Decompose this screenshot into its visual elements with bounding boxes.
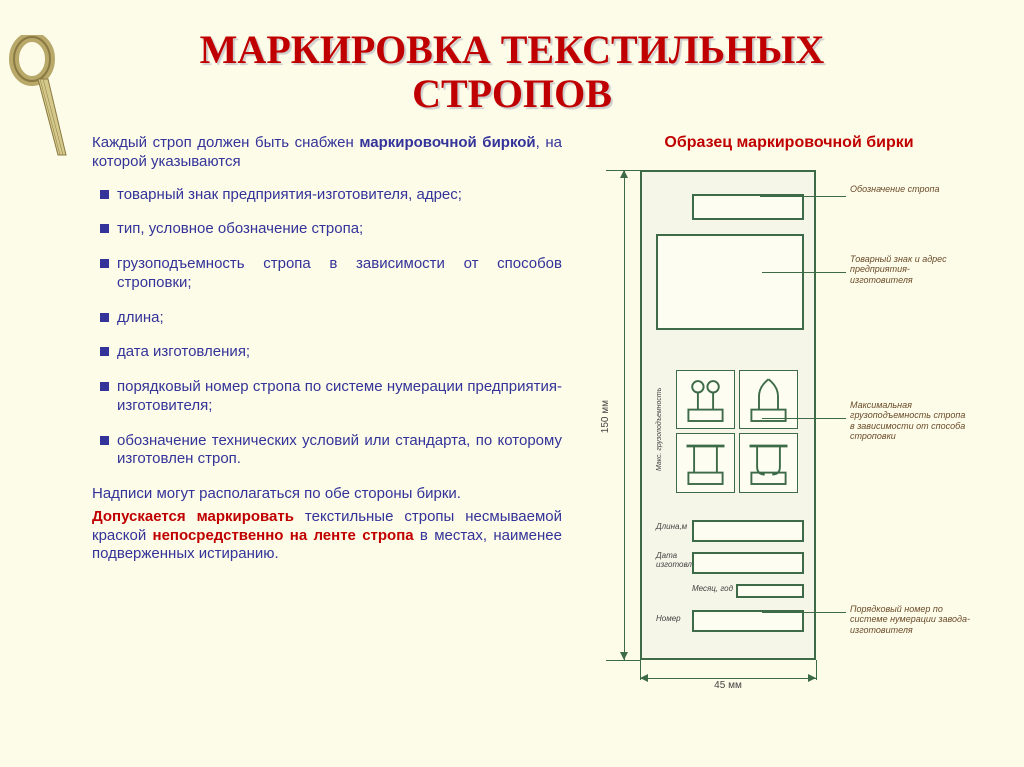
bullet-text: грузоподъемность стропа в зависимости от… bbox=[117, 255, 562, 293]
dim-line bbox=[624, 170, 625, 660]
bullet-marker bbox=[100, 436, 109, 445]
bullet-marker bbox=[100, 259, 109, 268]
callout-number: Порядковый номер по системе нумерации за… bbox=[850, 604, 970, 635]
label-date: Дата изготовления bbox=[656, 551, 692, 569]
pictogram bbox=[739, 433, 798, 492]
label-number: Номер bbox=[656, 614, 681, 623]
callout-logo: Товарный знак и адрес предприятия-изгото… bbox=[850, 254, 970, 285]
bullet-marker bbox=[100, 190, 109, 199]
intro-bold: маркировочной биркой bbox=[359, 134, 535, 151]
content-area: Каждый строп должен быть снабжен маркиро… bbox=[0, 116, 1024, 702]
field-length bbox=[692, 520, 804, 542]
dim-height: 150 мм bbox=[606, 170, 630, 660]
bullet-item: длина; bbox=[100, 309, 562, 328]
intro-paragraph: Каждый строп должен быть снабжен маркиро… bbox=[92, 134, 562, 172]
title-line-2: СТРОПОВ bbox=[412, 71, 612, 116]
sample-title: Образец маркировочной бирки bbox=[590, 134, 988, 152]
bullet-item: тип, условное обозначение стропа; bbox=[100, 220, 562, 239]
bullet-item: обозначение технических условий или стан… bbox=[100, 432, 562, 470]
diagram-column: Образец маркировочной бирки 150 мм Макс.… bbox=[590, 134, 988, 702]
field-number bbox=[692, 610, 804, 632]
callout-line bbox=[762, 272, 846, 273]
bullet-list: товарный знак предприятия-изготовителя, … bbox=[100, 186, 562, 470]
title-line-1: МАРКИРОВКА ТЕКСТИЛЬНЫХ bbox=[200, 27, 825, 72]
pictogram bbox=[739, 370, 798, 429]
note2-red1: Допускается маркировать bbox=[92, 508, 294, 525]
page-title: МАРКИРОВКА ТЕКСТИЛЬНЫХ СТРОПОВ bbox=[0, 0, 1024, 116]
callout-capacity: Максимальная грузоподъемность стропа в з… bbox=[850, 400, 970, 441]
field-logo bbox=[656, 234, 804, 330]
field-capacity bbox=[670, 364, 804, 494]
text-column: Каждый строп должен быть снабжен маркиро… bbox=[92, 134, 562, 702]
bullet-text: товарный знак предприятия-изготовителя, … bbox=[117, 186, 462, 205]
sling-illustration bbox=[8, 35, 68, 165]
dim-width-text: 45 мм bbox=[640, 680, 816, 691]
callout-type: Обозначение стропа bbox=[850, 184, 970, 194]
bullet-marker bbox=[100, 382, 109, 391]
bullet-marker bbox=[100, 224, 109, 233]
bullet-item: грузоподъемность стропа в зависимости от… bbox=[100, 255, 562, 293]
bullet-text: дата изготовления; bbox=[117, 343, 250, 362]
label-monthyear: Месяц, год bbox=[692, 584, 733, 593]
callout-line bbox=[762, 612, 846, 613]
bullet-text: порядковый номер стропа по системе нумер… bbox=[117, 378, 562, 416]
bullet-item: порядковый номер стропа по системе нумер… bbox=[100, 378, 562, 416]
field-type bbox=[692, 194, 804, 220]
tag-diagram: 150 мм Макс. грузоподъемность bbox=[600, 162, 970, 702]
bullet-text: обозначение технических условий или стан… bbox=[117, 432, 562, 470]
note2-red2: непосредственно на ленте стропа bbox=[153, 527, 414, 544]
field-monthyear bbox=[736, 584, 804, 598]
dim-height-text: 150 мм bbox=[600, 400, 611, 433]
intro-pre: Каждый строп должен быть снабжен bbox=[92, 134, 359, 151]
field-date bbox=[692, 552, 804, 574]
note-2: Допускается маркировать текстильные стро… bbox=[92, 508, 562, 564]
bullet-item: дата изготовления; bbox=[100, 343, 562, 362]
bullet-marker bbox=[100, 347, 109, 356]
capacity-side-label: Макс. грузоподъемность bbox=[656, 364, 668, 494]
tag-outline: Макс. грузоподъемность bbox=[640, 170, 816, 660]
pictogram bbox=[676, 370, 735, 429]
dim-line bbox=[640, 678, 816, 679]
bullet-marker bbox=[100, 313, 109, 322]
bullet-item: товарный знак предприятия-изготовителя, … bbox=[100, 186, 562, 205]
note-1: Надписи могут располагаться по обе сторо… bbox=[92, 485, 562, 504]
dim-tick bbox=[816, 660, 817, 680]
dim-tick bbox=[606, 660, 640, 661]
label-length: Длина,м bbox=[656, 522, 687, 531]
callout-line bbox=[762, 418, 846, 419]
dim-width: 45 мм bbox=[640, 666, 816, 686]
callout-line bbox=[760, 196, 846, 197]
bullet-text: тип, условное обозначение стропа; bbox=[117, 220, 363, 239]
pictogram bbox=[676, 433, 735, 492]
bullet-text: длина; bbox=[117, 309, 164, 328]
